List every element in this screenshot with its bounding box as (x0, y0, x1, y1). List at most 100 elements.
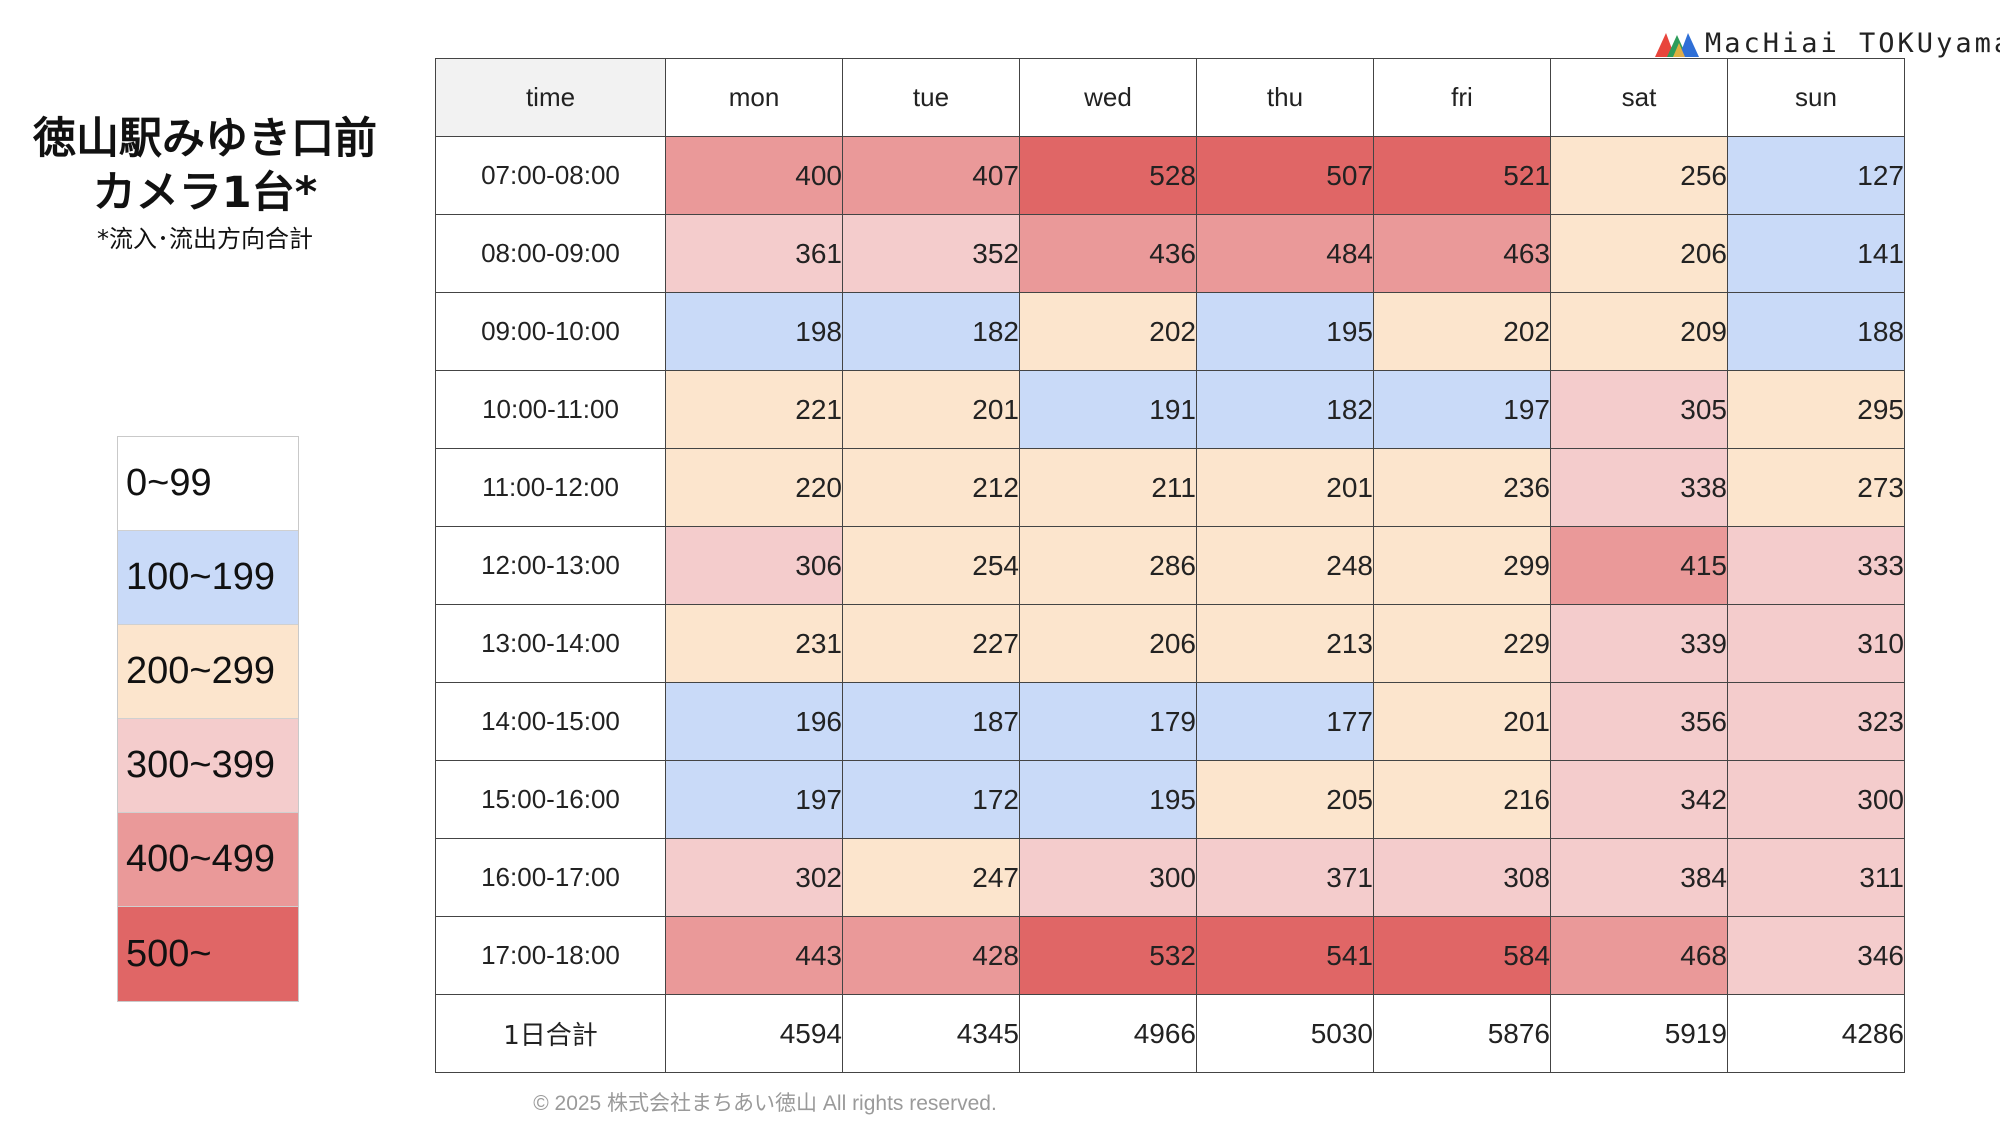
color-legend: 0~99 100~199 200~299 300~399 400~499 500~ (117, 436, 299, 1002)
heatmap-cell: 541 (1196, 916, 1374, 995)
heatmap-cell: 407 (842, 136, 1020, 215)
heatmap-cell: 188 (1727, 292, 1905, 371)
heatmap-cell: 172 (842, 760, 1020, 839)
heatmap-cell: 295 (1727, 370, 1905, 449)
heatmap-cell: 371 (1196, 838, 1374, 917)
column-header-sat: sat (1550, 58, 1728, 137)
table-row: 07:00-08:00 400 407 528 507 521 256 127 (435, 136, 1905, 215)
heatmap-cell: 273 (1727, 448, 1905, 527)
heatmap-cell: 468 (1550, 916, 1728, 995)
heatmap-cell: 195 (1019, 760, 1197, 839)
page-subtitle: カメラ1台* (92, 168, 318, 218)
heatmap-cell: 528 (1019, 136, 1197, 215)
heatmap-cell: 201 (1373, 682, 1551, 761)
heatmap-cell: 141 (1727, 214, 1905, 293)
table-row: 09:00-10:00 198 182 202 195 202 209 188 (435, 292, 1905, 371)
heatmap-cell: 202 (1373, 292, 1551, 371)
heatmap-cell: 352 (842, 214, 1020, 293)
heatmap-cell: 384 (1550, 838, 1728, 917)
heatmap-cell: 300 (1727, 760, 1905, 839)
table-row: 13:00-14:00 231 227 206 213 229 339 310 (435, 604, 1905, 683)
heatmap-cell: 333 (1727, 526, 1905, 605)
time-slot-label: 17:00-18:00 (435, 916, 666, 995)
column-header-mon: mon (665, 58, 843, 137)
heatmap-cell: 443 (665, 916, 843, 995)
column-header-sun: sun (1727, 58, 1905, 137)
heatmap-cell: 236 (1373, 448, 1551, 527)
heatmap-cell: 201 (842, 370, 1020, 449)
heatmap-cell: 206 (1550, 214, 1728, 293)
heatmap-cell: 191 (1019, 370, 1197, 449)
time-slot-label: 07:00-08:00 (435, 136, 666, 215)
heatmap-cell: 187 (842, 682, 1020, 761)
heatmap-cell: 221 (665, 370, 843, 449)
heatmap-cell: 342 (1550, 760, 1728, 839)
heatmap-cell: 299 (1373, 526, 1551, 605)
legend-item: 400~499 (118, 813, 298, 907)
heatmap-cell: 197 (665, 760, 843, 839)
logo-text: MacHiai TOKUyama (1705, 27, 2000, 59)
heatmap-cell: 196 (665, 682, 843, 761)
total-cell: 4966 (1019, 994, 1197, 1073)
legend-item: 200~299 (118, 625, 298, 719)
header-row: time mon tue wed thu fri sat sun (435, 58, 1905, 137)
total-cell: 4286 (1727, 994, 1905, 1073)
heatmap-cell: 300 (1019, 838, 1197, 917)
heatmap-cell: 256 (1550, 136, 1728, 215)
heatmap-cell: 179 (1019, 682, 1197, 761)
title-block: 徳山駅みゆき口前 カメラ1台* *流入･流出方向合計 (0, 112, 410, 256)
heatmap-cell: 254 (842, 526, 1020, 605)
column-header-thu: thu (1196, 58, 1374, 137)
time-slot-label: 13:00-14:00 (435, 604, 666, 683)
heatmap-cell: 400 (665, 136, 843, 215)
logo-mountain-icon (1655, 33, 1699, 57)
column-header-tue: tue (842, 58, 1020, 137)
heatmap-cell: 308 (1373, 838, 1551, 917)
legend-item: 300~399 (118, 719, 298, 813)
table-row: 12:00-13:00 306 254 286 248 299 415 333 (435, 526, 1905, 605)
heatmap-cell: 463 (1373, 214, 1551, 293)
title-note: *流入･流出方向合計 (97, 225, 313, 253)
heatmap-cell: 213 (1196, 604, 1374, 683)
heatmap-cell: 202 (1019, 292, 1197, 371)
total-cell: 4594 (665, 994, 843, 1073)
heatmap-cell: 231 (665, 604, 843, 683)
heatmap-cell: 247 (842, 838, 1020, 917)
time-slot-label: 14:00-15:00 (435, 682, 666, 761)
time-slot-label: 12:00-13:00 (435, 526, 666, 605)
heatmap-cell: 356 (1550, 682, 1728, 761)
heatmap-cell: 201 (1196, 448, 1374, 527)
heatmap-cell: 436 (1019, 214, 1197, 293)
heatmap-cell: 182 (1196, 370, 1374, 449)
table-row: 16:00-17:00 302 247 300 371 308 384 311 (435, 838, 1905, 917)
heatmap-cell: 286 (1019, 526, 1197, 605)
table-row: 17:00-18:00 443 428 532 541 584 468 346 (435, 916, 1905, 995)
column-header-time: time (435, 58, 666, 137)
heatmap-cell: 127 (1727, 136, 1905, 215)
heatmap-cell: 339 (1550, 604, 1728, 683)
total-cell: 5030 (1196, 994, 1374, 1073)
heatmap-cell: 302 (665, 838, 843, 917)
heatmap-cell: 212 (842, 448, 1020, 527)
heatmap-cell: 507 (1196, 136, 1374, 215)
heatmap-cell: 198 (665, 292, 843, 371)
heatmap-cell: 323 (1727, 682, 1905, 761)
table-row: 10:00-11:00 221 201 191 182 197 305 295 (435, 370, 1905, 449)
heatmap-cell: 220 (665, 448, 843, 527)
time-slot-label: 16:00-17:00 (435, 838, 666, 917)
table-row: 11:00-12:00 220 212 211 201 236 338 273 (435, 448, 1905, 527)
heatmap-cell: 484 (1196, 214, 1374, 293)
page-title: 徳山駅みゆき口前 (33, 114, 377, 164)
legend-item: 0~99 (118, 437, 298, 531)
heatmap-cell: 197 (1373, 370, 1551, 449)
time-slot-label: 09:00-10:00 (435, 292, 666, 371)
heatmap-cell: 195 (1196, 292, 1374, 371)
heatmap-cell: 584 (1373, 916, 1551, 995)
heatmap-cell: 310 (1727, 604, 1905, 683)
heatmap-cell: 346 (1727, 916, 1905, 995)
legend-item: 100~199 (118, 531, 298, 625)
table-row: 14:00-15:00 196 187 179 177 201 356 323 (435, 682, 1905, 761)
heatmap-cell: 338 (1550, 448, 1728, 527)
column-header-wed: wed (1019, 58, 1197, 137)
heatmap-cell: 311 (1727, 838, 1905, 917)
